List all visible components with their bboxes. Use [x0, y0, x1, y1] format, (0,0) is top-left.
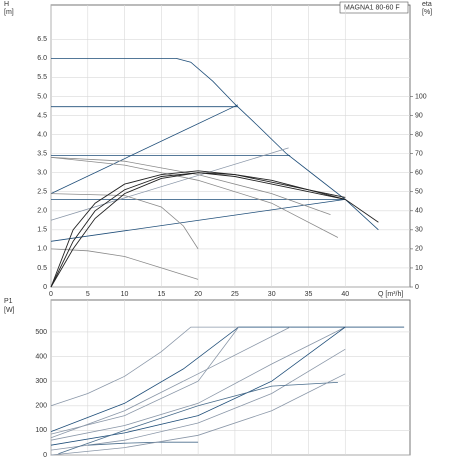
y-label: P1 — [4, 298, 13, 305]
y-tick-label: 3.0 — [37, 170, 47, 177]
curve — [50, 326, 346, 441]
curve — [50, 326, 239, 435]
y-unit: [m] — [4, 9, 14, 16]
curve — [51, 58, 379, 231]
curve — [58, 382, 338, 455]
y-tick-label: 3.5 — [37, 150, 47, 157]
y-tick-label: 0 — [43, 452, 47, 459]
y2-tick-label: 20 — [415, 246, 423, 253]
y2-tick-label: 40 — [415, 208, 423, 215]
curve — [50, 157, 331, 215]
y-tick-label: 2.0 — [37, 208, 47, 215]
y2-tick-label: 80 — [415, 131, 423, 138]
y-tick-label: 1.0 — [37, 246, 47, 253]
curve — [50, 147, 289, 221]
x-tick-label: 5 — [86, 291, 90, 298]
curve — [50, 326, 346, 446]
y-tick-label: 1.5 — [37, 227, 47, 234]
y2-tick-label: 50 — [415, 189, 423, 196]
y-tick-label: 5.0 — [37, 93, 47, 100]
x-tick-label: 25 — [231, 291, 239, 298]
x-tick-label: 20 — [194, 291, 202, 298]
bottom-frame — [50, 299, 411, 456]
y2-tick-label: 30 — [415, 227, 423, 234]
x-tick-label: 15 — [157, 291, 165, 298]
curve — [50, 373, 346, 456]
curve — [50, 104, 239, 194]
curve — [50, 199, 346, 242]
curve — [50, 172, 346, 288]
curve — [87, 441, 199, 446]
y2-label: eta — [422, 1, 432, 8]
y-unit: [W] — [4, 307, 15, 314]
y-tick-label: 100 — [35, 427, 47, 434]
y2-tick-label: 10 — [415, 265, 423, 272]
y-tick-label: 4.5 — [37, 112, 47, 119]
y-tick-label: 0.5 — [37, 265, 47, 272]
y-tick-label: 5.5 — [37, 74, 47, 81]
x-tick-label: 0 — [49, 291, 53, 298]
curve — [50, 326, 405, 432]
top-frame — [50, 4, 411, 288]
curve — [50, 193, 199, 250]
y2-tick-label: 100 — [415, 93, 427, 100]
y-tick-label: 200 — [35, 403, 47, 410]
x-tick-label: 35 — [305, 291, 313, 298]
y-tick-label: 4.0 — [37, 131, 47, 138]
y-tick-label: 2.5 — [37, 189, 47, 196]
y2-tick-label: 60 — [415, 170, 423, 177]
y2-tick-label: 90 — [415, 112, 423, 119]
y-tick-label: 6.5 — [37, 36, 47, 43]
curve — [50, 326, 405, 407]
y-tick-label: 400 — [35, 353, 47, 360]
curve — [50, 326, 291, 439]
y2-tick-label: 70 — [415, 150, 423, 157]
y-label: H — [4, 1, 9, 8]
x-tick-label: 30 — [268, 291, 276, 298]
y2-tick-label: 0 — [415, 284, 419, 291]
x-label: Q [m³/h] — [378, 291, 403, 298]
curve — [50, 348, 346, 451]
curve — [50, 248, 199, 280]
y-tick-label: 500 — [35, 329, 47, 336]
y-tick-label: 0 — [43, 284, 47, 291]
x-tick-label: 40 — [341, 291, 349, 298]
curve — [50, 157, 339, 238]
y2-unit: [%] — [422, 9, 432, 16]
y-tick-label: 300 — [35, 378, 47, 385]
curve — [50, 170, 346, 288]
title-box — [339, 1, 409, 14]
chart-title: MAGNA1 80-60 F — [344, 4, 400, 11]
x-tick-label: 10 — [121, 291, 129, 298]
y-tick-label: 6.0 — [37, 55, 47, 62]
